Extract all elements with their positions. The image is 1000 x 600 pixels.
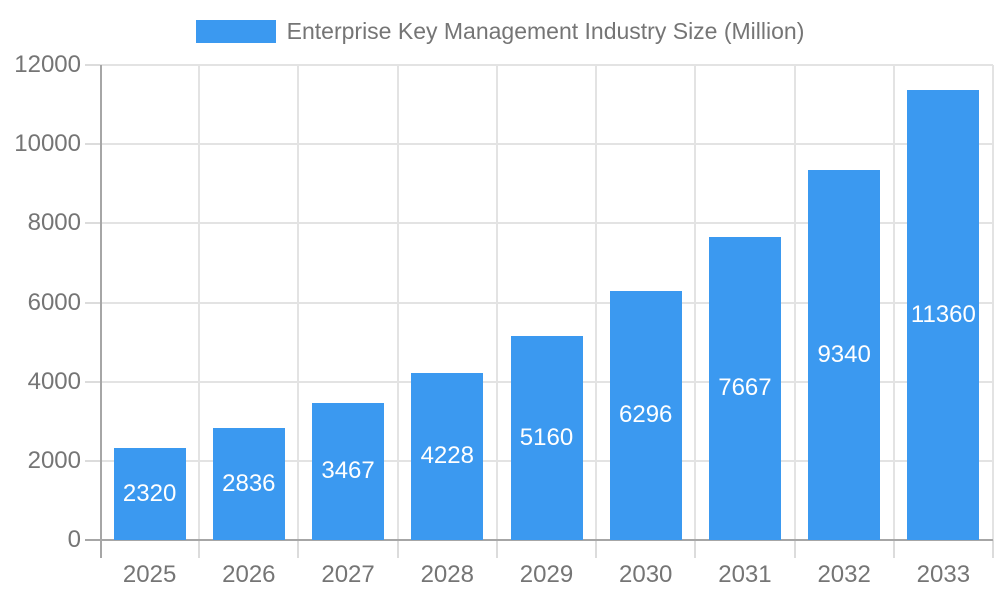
v-gridline [297,65,300,540]
x-tick [495,540,498,558]
bar [708,236,781,540]
bar-value-label: 7667 [718,374,772,402]
v-gridline [892,65,895,540]
x-tick [297,540,300,558]
bar-value-label: 3467 [321,457,375,485]
legend-label: Enterprise Key Management Industry Size … [286,18,805,44]
x-tick-label: 2025 [122,561,177,588]
x-tick-label: 2028 [420,561,474,588]
x-tick [694,540,697,558]
v-gridline [793,65,796,540]
bar-value-label: 9340 [817,341,871,369]
x-tick-label: 2029 [519,561,574,588]
x-tick [198,540,201,558]
y-tick [85,301,100,304]
x-tick [595,540,598,558]
v-gridline [495,65,498,540]
x-tick-label: 2032 [817,561,871,588]
v-gridline [198,65,201,540]
h-gridline [100,222,993,225]
y-tick-label: 8000 [27,209,81,237]
y-tick-label: 6000 [27,288,81,316]
bar [808,170,881,540]
bar-value-label: 5160 [519,423,574,451]
bar [212,427,285,540]
y-tick-label: 10000 [14,130,81,158]
h-gridline [100,64,993,66]
x-tick-label: 2031 [718,561,772,588]
h-gridline [100,143,993,146]
x-tick [793,540,796,558]
h-gridline [100,301,993,304]
y-tick [85,380,100,383]
y-tick-label: 2000 [27,446,81,474]
bar [113,448,186,540]
bar [312,402,385,540]
x-axis-line [100,539,993,541]
bar-value-label: 11360 [910,301,976,329]
x-tick-label: 2033 [916,561,971,588]
x-tick-label: 2027 [321,561,375,588]
v-gridline [595,65,598,540]
v-gridline [992,65,994,540]
y-tick [85,459,100,462]
legend-swatch [195,19,276,43]
x-tick-label: 2026 [222,561,276,588]
x-tick [396,540,399,558]
y-tick [85,143,100,146]
bar [510,335,583,540]
x-tick [892,540,895,558]
y-tick-label: 0 [67,526,81,553]
x-tick-label: 2030 [619,561,673,588]
y-tick [85,222,100,225]
x-tick [992,540,994,558]
bar-value-label: 6296 [619,401,673,429]
legend: Enterprise Key Management Industry Size … [0,19,1000,43]
y-axis-line [100,65,102,558]
bar [411,372,484,540]
v-gridline [396,65,399,540]
y-tick-label: 12000 [14,51,81,78]
y-tick-label: 4000 [27,367,81,395]
v-gridline [694,65,697,540]
bar-value-label: 4228 [420,442,474,470]
bar [609,290,682,540]
bar [907,90,980,540]
bar-value-label: 2836 [222,469,276,497]
bar-value-label: 2320 [122,480,177,508]
y-tick [85,539,100,541]
y-tick [85,64,100,66]
